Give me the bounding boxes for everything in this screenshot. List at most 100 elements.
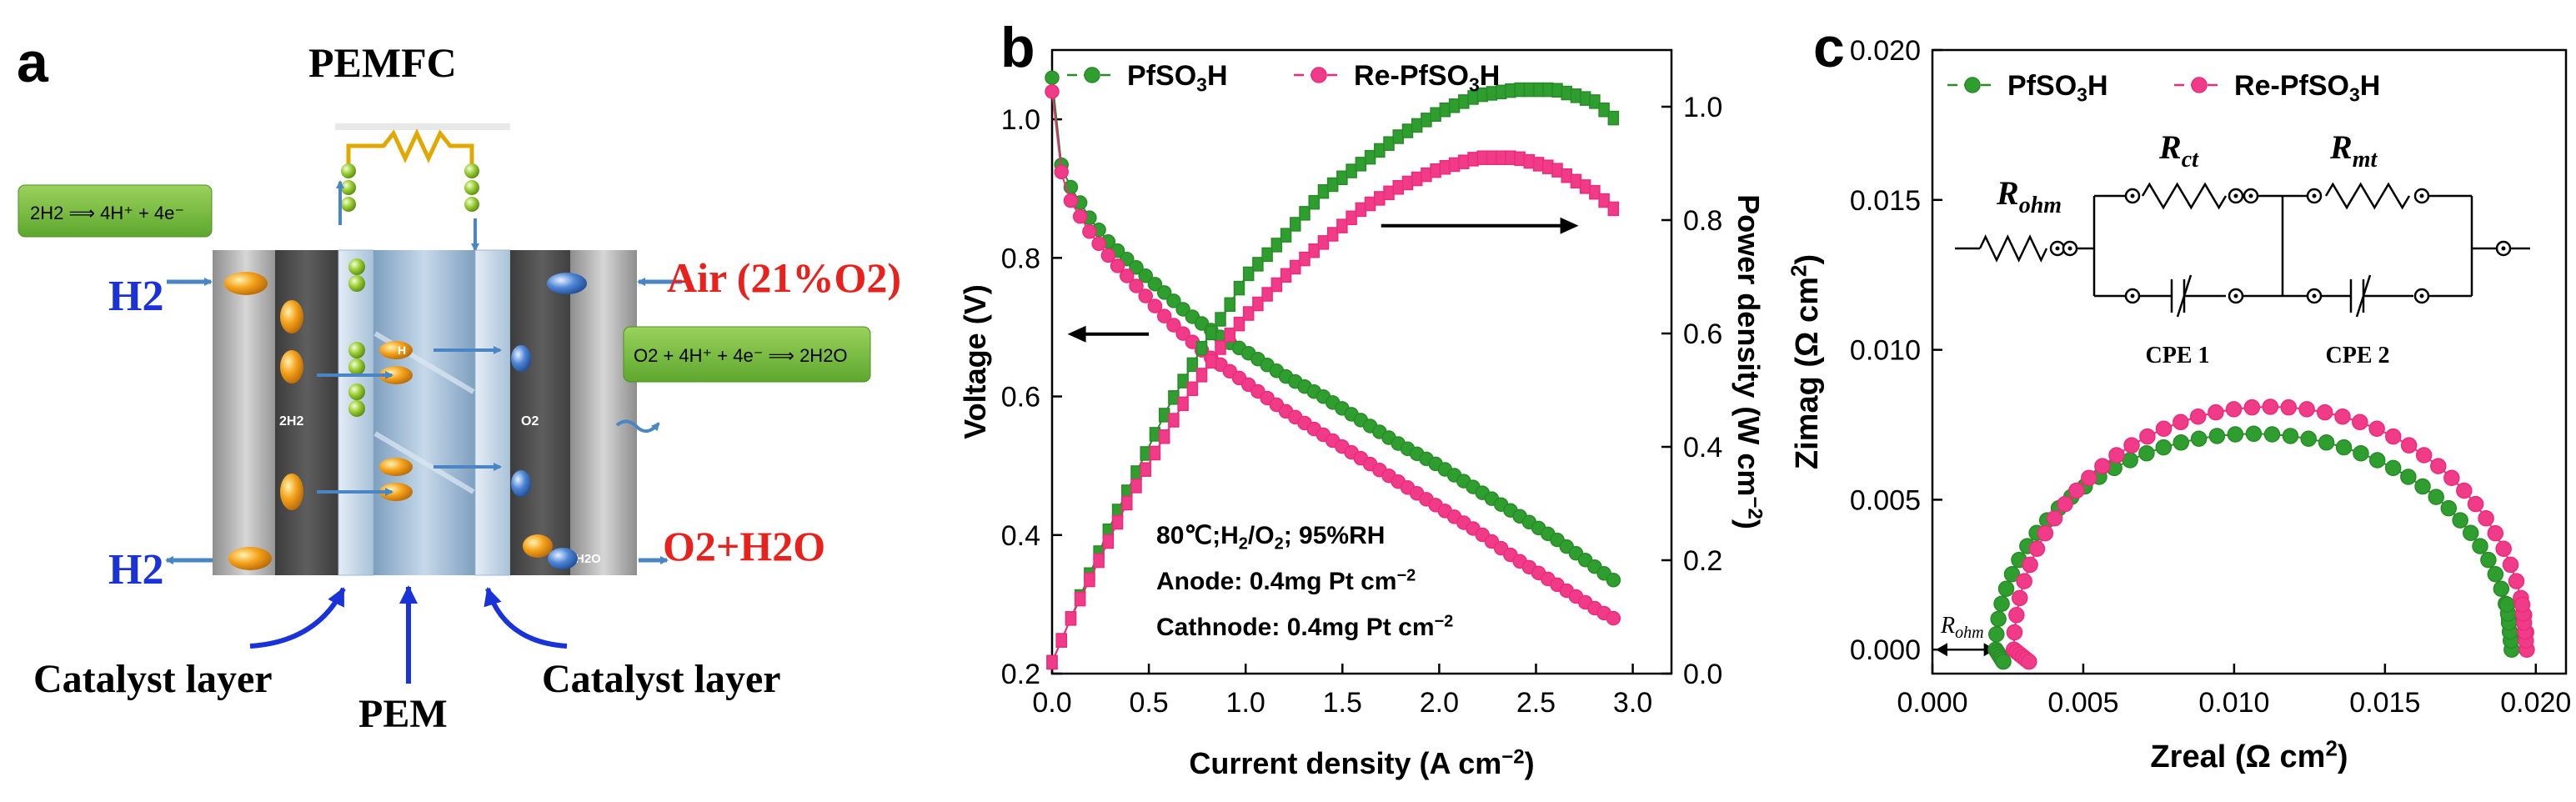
air-inlet-label: Air (21%O2)	[667, 254, 901, 301]
legend-label: Re-PfSO3H	[1354, 60, 1500, 95]
cpe2-label: CPE 2	[2326, 343, 2390, 368]
x-tick-label: 0.005	[2047, 687, 2118, 719]
nyquist-point	[2440, 499, 2458, 517]
nyquist-point	[2173, 434, 2190, 451]
voltage-point	[1063, 193, 1079, 208]
nyquist-point	[2462, 524, 2479, 541]
nyquist-point	[1988, 626, 2005, 643]
nyquist-point	[2400, 437, 2418, 454]
series-line	[1051, 78, 1614, 581]
nyquist-point	[2173, 414, 2189, 431]
voltage-point	[1100, 248, 1116, 263]
nyquist-point	[2227, 426, 2244, 443]
y-axis-label: Voltage (V)	[958, 284, 992, 439]
nyquist-point	[2495, 540, 2512, 557]
nyquist-point	[2138, 444, 2155, 462]
power-point	[1523, 82, 1536, 98]
voltage-point	[1129, 260, 1144, 275]
power-point	[1046, 654, 1058, 670]
circuit-node-dot	[2130, 293, 2135, 298]
nyquist-point	[2430, 458, 2447, 474]
power-point	[1570, 173, 1582, 189]
pem-label: PEM	[358, 692, 448, 736]
hydrogen-molecules: H	[224, 272, 413, 570]
x-tick-label: 1.5	[1323, 687, 1362, 719]
y2-tick-label: 0.6	[1683, 318, 1722, 350]
nyquist-point	[1995, 653, 2012, 670]
fuel-cell-body: 2H2 O2 H2O H	[165, 249, 682, 576]
power-point	[1317, 183, 1330, 199]
power-point	[1355, 202, 1367, 218]
power-point	[1065, 611, 1077, 626]
oxygen-molecules	[511, 273, 587, 569]
nyquist-point	[2022, 556, 2038, 574]
nyquist-point	[2190, 430, 2208, 447]
nyquist-line	[2012, 405, 2528, 650]
y-axis-label: Zimag (Ω cm2)	[1787, 254, 1825, 469]
power-point	[1374, 143, 1386, 158]
nyquist-point	[2352, 414, 2368, 431]
nyquist-point	[2006, 624, 2023, 641]
nyquist-point	[2428, 489, 2444, 505]
power-point	[1280, 268, 1292, 283]
x-tick-label: 2.5	[1516, 687, 1556, 719]
power-point	[1149, 445, 1161, 461]
power-point	[1542, 159, 1554, 174]
circuit-node-dot	[2233, 193, 2238, 198]
voltage-point	[1147, 277, 1163, 292]
power-point	[1542, 82, 1554, 98]
nyquist-point	[1997, 580, 2015, 598]
resistor-rct-icon	[2141, 182, 2228, 210]
power-point	[1505, 150, 1516, 165]
circuit-node-dot	[2233, 293, 2238, 298]
power-point	[1607, 201, 1620, 217]
power-point	[1149, 427, 1161, 442]
power-point	[1579, 91, 1591, 106]
power-point	[1532, 82, 1545, 98]
nyquist-point	[2225, 401, 2243, 418]
circuit-node-dot	[2067, 246, 2072, 251]
power-point	[1401, 123, 1414, 138]
power-point	[1514, 82, 1526, 98]
power-point	[1598, 102, 1610, 118]
rohm-marker-label: Rohm	[1940, 613, 1984, 642]
power-point	[1383, 185, 1395, 201]
annotation-text: Cathnode: 0.4mg Pt cm−2	[1156, 613, 1453, 642]
nyquist-point	[2122, 452, 2138, 469]
nyquist-point	[2498, 596, 2516, 614]
circuit-node-dot	[2419, 193, 2424, 198]
nyquist-point	[2472, 538, 2488, 554]
circuit-node-dot	[2312, 293, 2317, 298]
nyquist-point	[2021, 653, 2037, 670]
nyquist-point	[2280, 398, 2298, 416]
power-point	[1439, 102, 1451, 118]
power-point	[1270, 238, 1283, 253]
power-point	[1383, 136, 1395, 151]
power-point	[1158, 429, 1170, 444]
power-point	[1242, 306, 1255, 321]
x-tick-label: 1.0	[1226, 687, 1265, 719]
cathode-reaction: O2 + 4H⁺ + 4e⁻ ⟹ 2H2O	[634, 345, 848, 366]
power-point	[1084, 572, 1095, 588]
circuit-node-dot	[2055, 246, 2060, 251]
power-point	[1102, 534, 1115, 549]
legend-marker	[1084, 67, 1100, 83]
circuit-node-dot	[2312, 193, 2317, 198]
power-point	[1224, 328, 1235, 343]
voltage-point	[1156, 285, 1172, 300]
panel-b-chart: b 0.0 0.5 1.0 1.5 2.0 2.5 3.0 0.2 0.4 0.6 0.8 1.0 0.…	[958, 16, 1767, 780]
power-point	[1195, 368, 1208, 383]
external-circuit	[335, 123, 510, 252]
power-point	[1411, 118, 1423, 133]
power-point	[1290, 217, 1301, 232]
power-point	[1411, 171, 1423, 187]
nyquist-point	[2282, 428, 2299, 444]
nyquist-point	[2068, 482, 2085, 499]
nyquist-point	[2456, 482, 2473, 499]
power-point	[1458, 94, 1470, 109]
circuit-node-dot	[2501, 246, 2506, 251]
nyquist-point	[2139, 428, 2156, 445]
power-point	[1448, 157, 1461, 173]
y-tick-label: 1.0	[1001, 104, 1040, 136]
nyquist-point	[2443, 469, 2460, 487]
